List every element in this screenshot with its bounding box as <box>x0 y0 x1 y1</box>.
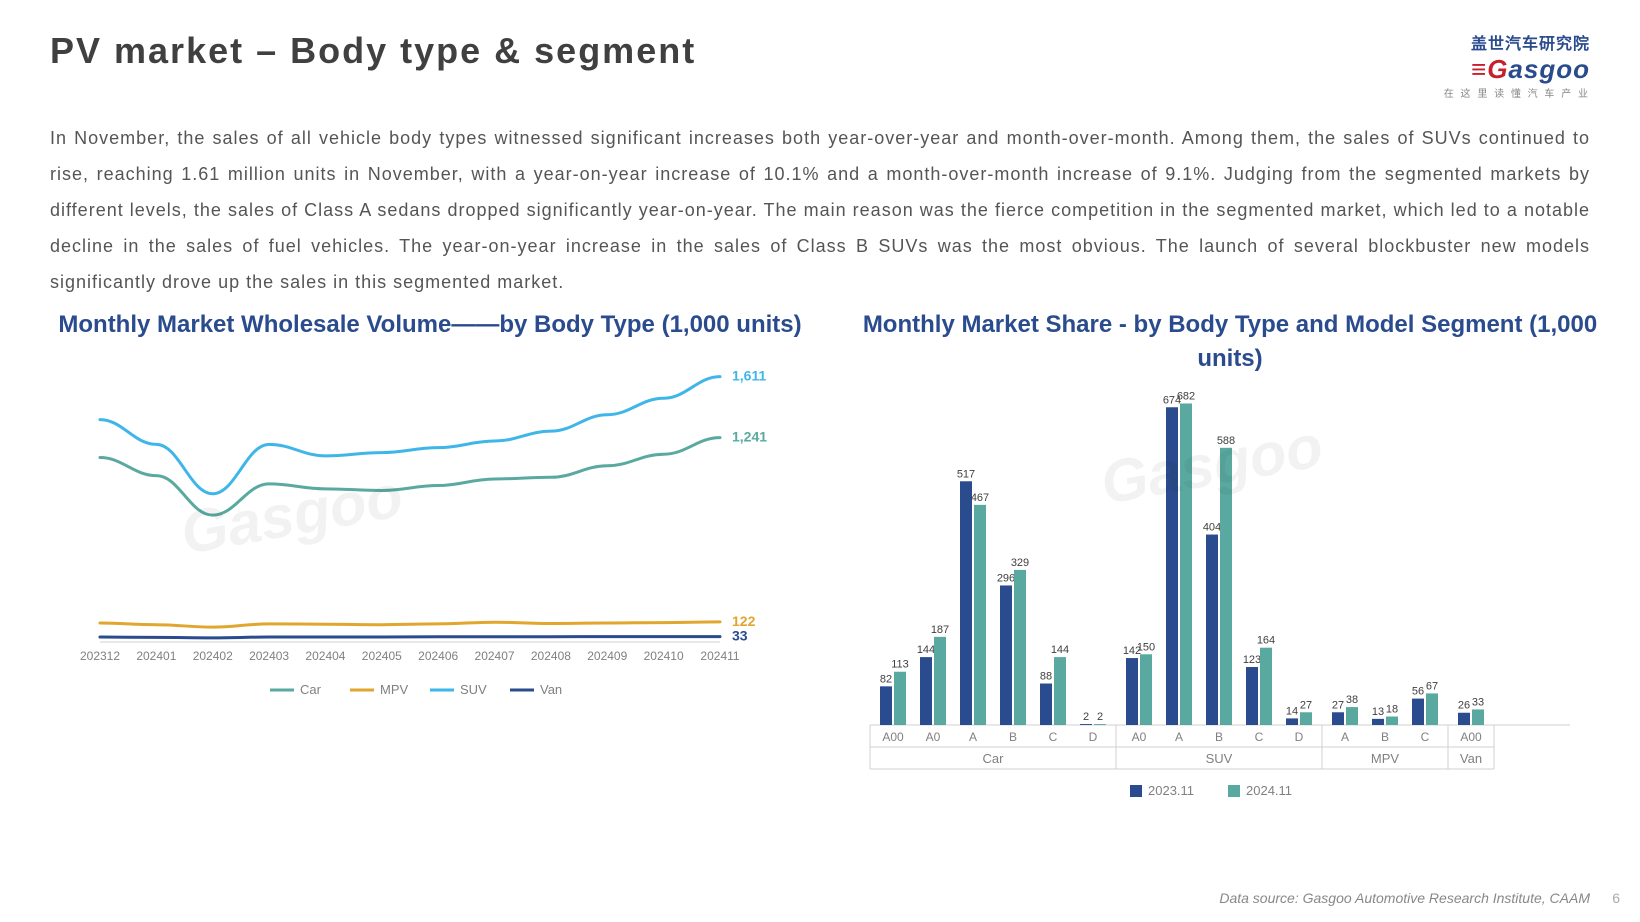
description-paragraph: In November, the sales of all vehicle bo… <box>50 120 1590 300</box>
line-chart-svg: 202312 202401 202402 202403 202404 202405 2024… <box>50 352 810 732</box>
svg-text:56: 56 <box>1412 686 1424 698</box>
svg-text:467: 467 <box>971 492 989 504</box>
svg-text:Van: Van <box>1460 751 1482 766</box>
svg-text:202407: 202407 <box>475 649 515 663</box>
svg-text:Car: Car <box>983 751 1005 766</box>
svg-text:27: 27 <box>1332 699 1344 711</box>
svg-text:202402: 202402 <box>193 649 233 663</box>
svg-text:14: 14 <box>1286 706 1298 718</box>
svg-text:88: 88 <box>1040 671 1052 683</box>
svg-text:27: 27 <box>1300 699 1312 711</box>
svg-text:122: 122 <box>732 612 756 628</box>
svg-text:202312: 202312 <box>80 649 120 663</box>
header-row: PV market – Body type & segment 盖世汽车研究院 … <box>50 30 1590 100</box>
svg-text:1,611: 1,611 <box>732 367 766 383</box>
svg-text:67: 67 <box>1426 681 1438 693</box>
svg-text:202406: 202406 <box>418 649 458 663</box>
svg-text:682: 682 <box>1177 391 1195 403</box>
svg-text:B: B <box>1381 730 1389 744</box>
svg-text:SUV: SUV <box>460 682 487 697</box>
charts-row: Monthly Market Wholesale Volume——by Body… <box>50 308 1590 805</box>
slide-page: PV market – Body type & segment 盖世汽车研究院 … <box>0 0 1640 922</box>
svg-text:38: 38 <box>1346 694 1358 706</box>
svg-text:18: 18 <box>1386 704 1398 716</box>
page-number: 6 <box>1612 890 1620 906</box>
gasgoo-logo: 盖世汽车研究院 ≡Gasgoo 在 这 里 读 懂 汽 车 产 业 <box>1444 30 1590 100</box>
svg-text:D: D <box>1295 730 1304 744</box>
logo-sub-text: 在 这 里 读 懂 汽 车 产 业 <box>1444 85 1590 100</box>
svg-text:296: 296 <box>997 573 1015 585</box>
svg-text:C: C <box>1255 730 1264 744</box>
svg-text:MPV: MPV <box>1371 751 1400 766</box>
svg-text:A00: A00 <box>882 730 904 744</box>
svg-text:A00: A00 <box>1460 730 1482 744</box>
svg-text:123: 123 <box>1243 654 1261 666</box>
bar-chart-column: Monthly Market Share - by Body Type and … <box>850 308 1610 805</box>
svg-text:202409: 202409 <box>587 649 627 663</box>
svg-text:202405: 202405 <box>362 649 402 663</box>
logo-en-text: ≡Gasgoo <box>1444 54 1590 85</box>
svg-text:404: 404 <box>1203 522 1221 534</box>
svg-text:144: 144 <box>1051 644 1069 656</box>
data-source-footer: Data source: Gasgoo Automotive Research … <box>1219 890 1590 906</box>
svg-text:1,241: 1,241 <box>732 428 767 444</box>
line-chart-title: Monthly Market Wholesale Volume——by Body… <box>50 308 810 342</box>
svg-text:187: 187 <box>931 624 949 636</box>
svg-text:MPV: MPV <box>380 682 409 697</box>
line-chart-column: Monthly Market Wholesale Volume——by Body… <box>50 308 810 805</box>
logo-cn-text: 盖世汽车研究院 <box>1444 30 1590 54</box>
svg-text:D: D <box>1089 730 1098 744</box>
svg-text:A0: A0 <box>1132 730 1147 744</box>
svg-text:C: C <box>1421 730 1430 744</box>
svg-text:202404: 202404 <box>305 649 345 663</box>
svg-text:202403: 202403 <box>249 649 289 663</box>
svg-text:26: 26 <box>1458 700 1470 712</box>
svg-text:2: 2 <box>1097 711 1103 723</box>
svg-text:Car: Car <box>300 682 322 697</box>
svg-text:33: 33 <box>732 627 748 643</box>
svg-text:202408: 202408 <box>531 649 571 663</box>
svg-text:A0: A0 <box>926 730 941 744</box>
svg-text:329: 329 <box>1011 557 1029 569</box>
page-title: PV market – Body type & segment <box>50 30 696 72</box>
svg-text:2024.11: 2024.11 <box>1246 783 1292 798</box>
svg-text:C: C <box>1049 730 1058 744</box>
svg-text:2023.11: 2023.11 <box>1148 783 1194 798</box>
svg-text:202411: 202411 <box>700 649 739 663</box>
bar-chart-title: Monthly Market Share - by Body Type and … <box>850 308 1610 375</box>
svg-text:B: B <box>1009 730 1017 744</box>
svg-text:588: 588 <box>1217 435 1235 447</box>
svg-text:113: 113 <box>891 659 909 671</box>
svg-text:202401: 202401 <box>136 649 176 663</box>
svg-text:SUV: SUV <box>1206 751 1233 766</box>
svg-text:Van: Van <box>540 682 562 697</box>
svg-text:A: A <box>1175 730 1183 744</box>
svg-text:517: 517 <box>957 468 975 480</box>
svg-text:202410: 202410 <box>644 649 684 663</box>
svg-text:33: 33 <box>1472 697 1484 709</box>
svg-text:2: 2 <box>1083 711 1089 723</box>
svg-text:164: 164 <box>1257 635 1275 647</box>
svg-text:B: B <box>1215 730 1223 744</box>
bar-chart-svg: 82113A00144187A0517467A296329B88144C22DC… <box>850 385 1610 805</box>
svg-text:150: 150 <box>1137 641 1155 653</box>
svg-text:82: 82 <box>880 674 892 686</box>
svg-text:A: A <box>969 730 977 744</box>
svg-text:A: A <box>1341 730 1349 744</box>
svg-text:13: 13 <box>1372 706 1384 718</box>
svg-text:144: 144 <box>917 644 935 656</box>
